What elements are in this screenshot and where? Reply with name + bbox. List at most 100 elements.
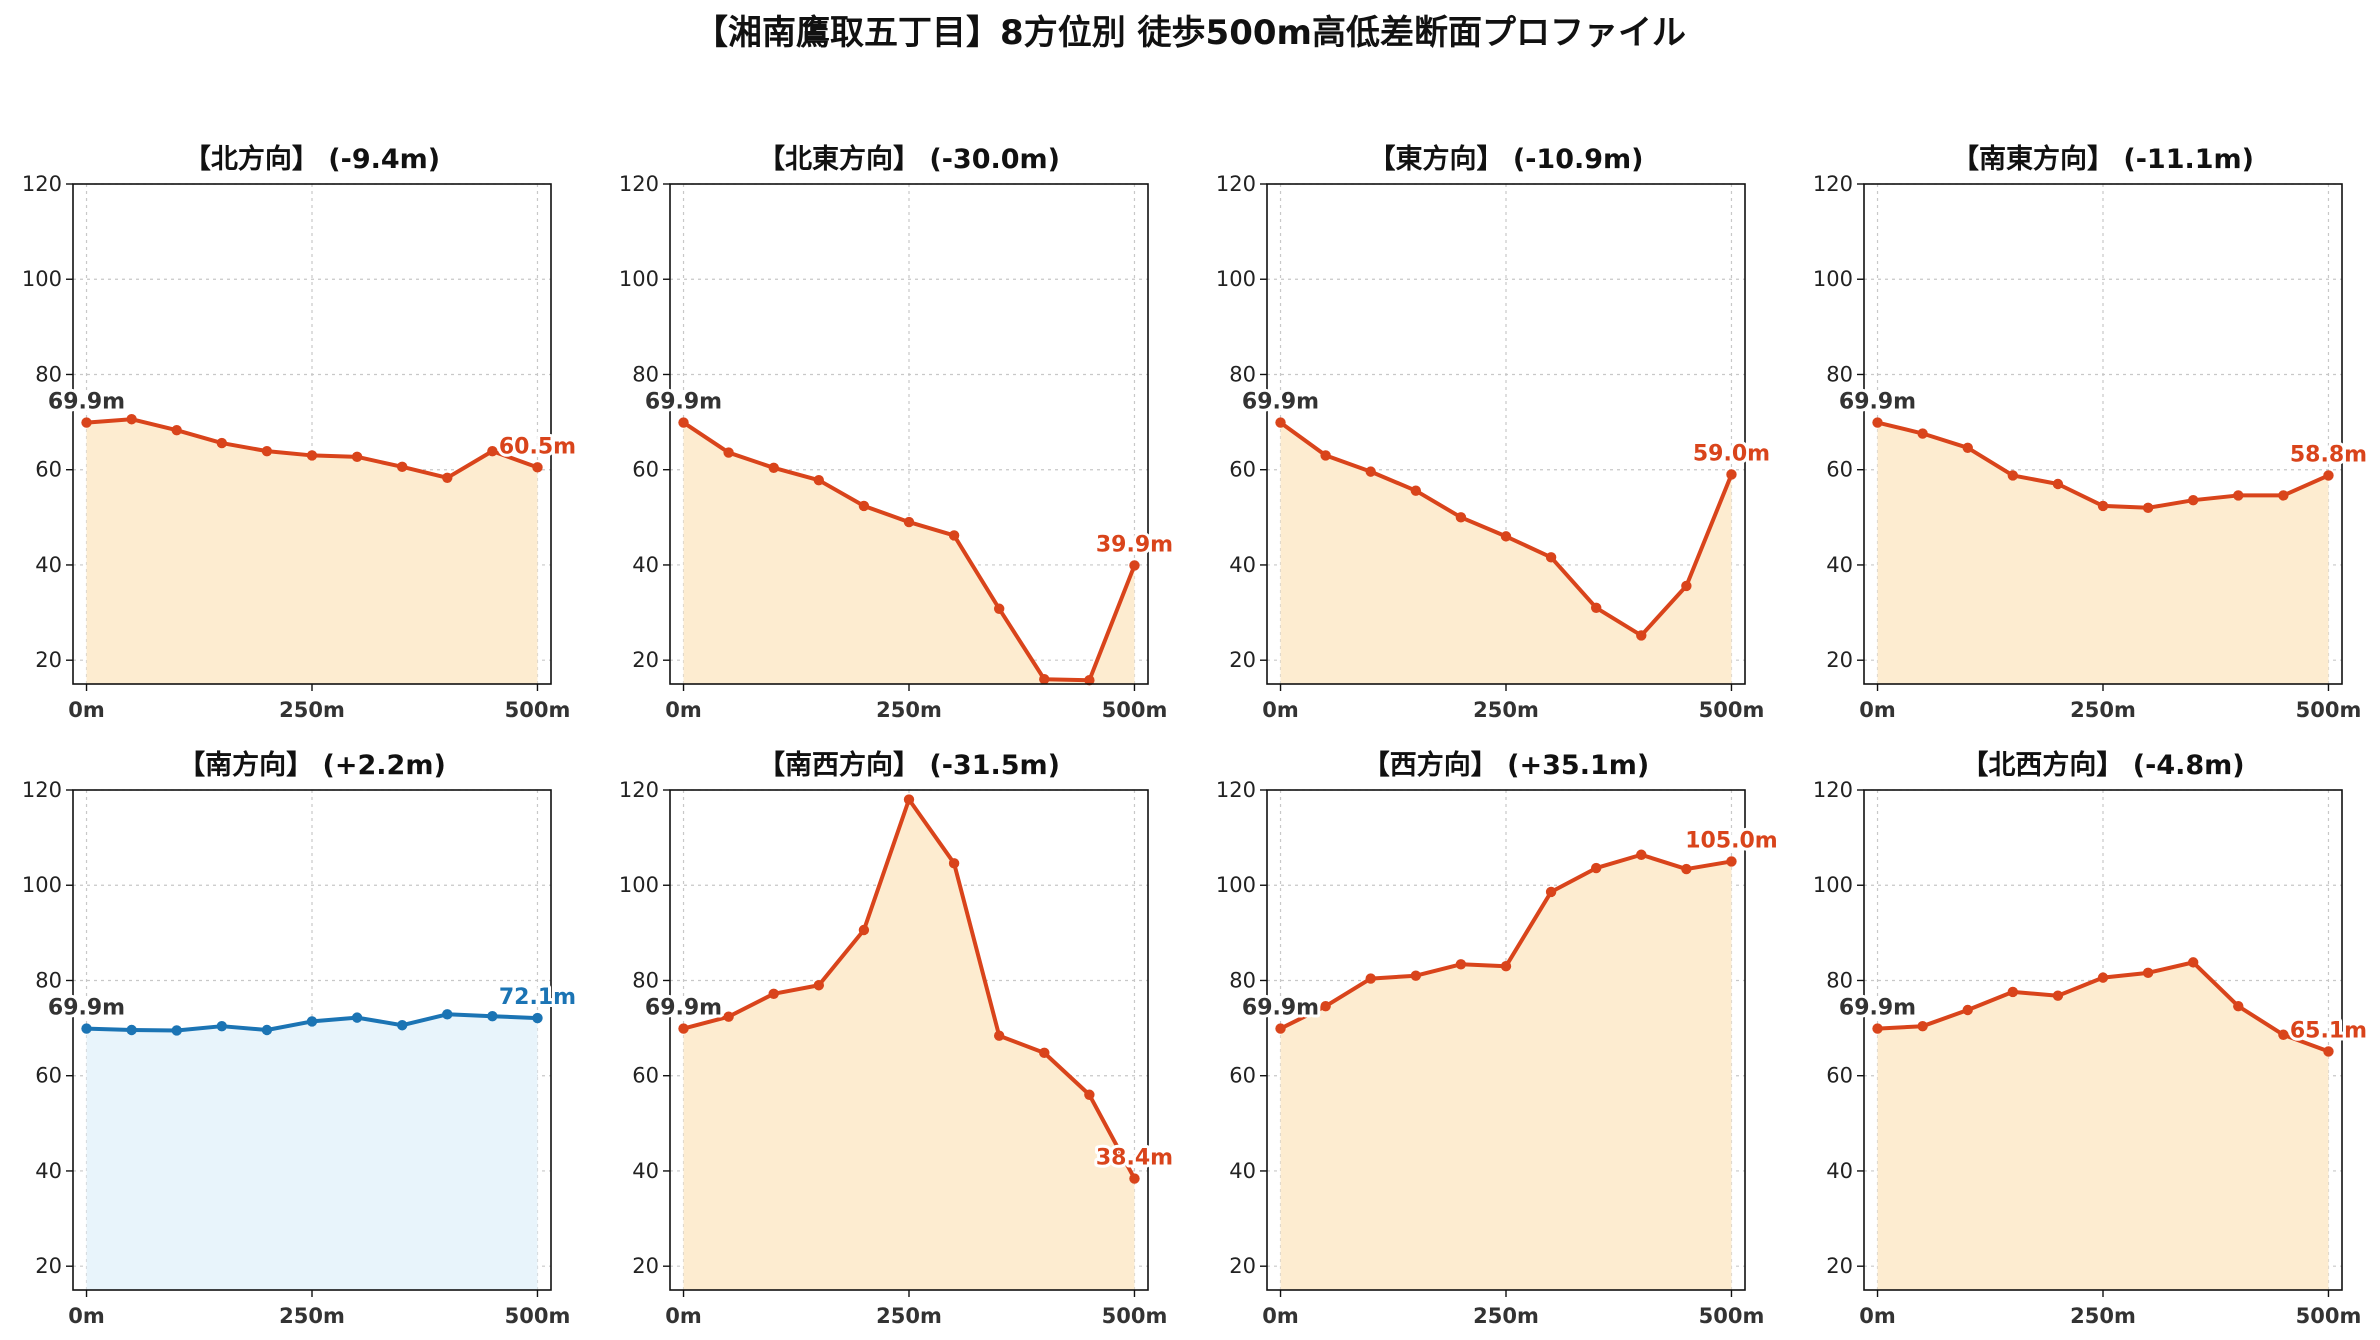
elevation-panel: 【北西方向】 (-4.8m) 20 40 60 80 100 120 0m 250m 500m 69… [1813,749,2370,1328]
elevation-point [1681,580,1692,592]
x-tick-label: 500m [505,698,571,722]
elevation-panel: 【北方向】 (-9.4m) 20 40 60 80 100 120 0m 250m 500m 69.… [22,143,579,722]
panel-title: 【東方向】 (-10.9m) [1368,143,1643,175]
end-elevation-label: 105.0m [1685,828,1778,853]
elevation-point [1962,442,1973,454]
y-tick-label: 20 [35,648,62,672]
y-tick-label: 40 [1826,553,1853,577]
elevation-point [396,461,408,473]
y-tick-label: 20 [1826,648,1853,672]
elevation-point [948,858,960,869]
elevation-area [683,422,1135,684]
elevation-point [487,1010,498,1022]
panel-title: 【南西方向】 (-31.5m) [758,749,1060,781]
elevation-point [216,1020,228,1032]
elevation-point [2187,494,2199,506]
elevation-area [1877,422,2329,684]
y-tick-label: 20 [632,648,659,672]
elevation-point [858,500,870,512]
elevation-point [306,450,318,461]
x-tick-label: 0m [68,1304,105,1328]
elevation-point [1726,856,1737,867]
elevation-point [81,1023,92,1034]
y-tick-label: 80 [632,362,659,386]
y-tick-label: 100 [1216,267,1256,291]
elevation-area [86,1014,538,1290]
elevation-point [487,445,498,457]
y-tick-label: 120 [1216,172,1256,196]
elevation-point [1039,674,1050,685]
elevation-point [171,424,182,436]
elevation-area [683,799,1135,1290]
y-tick-label: 60 [1826,1064,1853,1088]
y-tick-label: 80 [35,968,62,992]
y-tick-label: 80 [1826,968,1853,992]
elevation-point [1320,450,1331,461]
x-tick-label: 500m [1699,1304,1765,1328]
elevation-point [216,437,228,449]
y-tick-label: 120 [22,778,62,802]
elevation-point [126,1024,137,1036]
elevation-point [903,794,915,805]
elevation-point [81,417,92,428]
elevation-point [442,1009,453,1020]
y-tick-label: 100 [22,267,62,291]
x-tick-label: 250m [279,698,345,722]
elevation-point [1872,1023,1883,1034]
elevation-point [1365,466,1376,477]
start-elevation-label: 69.9m [48,996,125,1021]
y-tick-label: 40 [35,553,62,577]
y-tick-label: 80 [1229,362,1256,386]
y-tick-label: 120 [1216,778,1256,802]
elevation-area [86,419,538,684]
x-tick-label: 250m [2070,1304,2136,1328]
elevation-point [993,1030,1005,1041]
elevation-point [1365,973,1376,984]
y-tick-label: 20 [1826,1254,1853,1278]
x-tick-label: 0m [68,698,105,722]
elevation-point [948,530,960,541]
elevation-point [2052,478,2064,490]
elevation-point [1590,862,1602,874]
end-elevation-label: 72.1m [499,985,576,1010]
elevation-point [126,414,137,425]
y-tick-label: 60 [35,1064,62,1088]
start-elevation-label: 69.9m [1839,390,1916,415]
y-tick-label: 60 [632,458,659,482]
y-tick-label: 20 [35,1254,62,1278]
elevation-point [723,1011,734,1022]
start-elevation-label: 69.9m [1242,390,1319,415]
y-tick-label: 20 [632,1254,659,1278]
panel-title: 【南東方向】 (-11.1m) [1952,143,2254,175]
end-elevation-label: 59.0m [1693,441,1770,466]
y-tick-label: 40 [632,553,659,577]
y-tick-label: 120 [1813,778,1853,802]
elevation-point [1084,674,1095,686]
y-tick-label: 80 [632,968,659,992]
y-tick-label: 60 [1229,1064,1256,1088]
elevation-point [1275,1023,1286,1034]
elevation-point [532,1012,543,1024]
elevation-point [1636,849,1647,860]
elevation-point [1590,602,1602,614]
figure-title: 【湘南鷹取五丁目】8方位別 徒歩500m高低差断面プロファイル [694,13,1686,53]
y-tick-label: 60 [1229,458,1256,482]
x-tick-label: 250m [1473,698,1539,722]
y-tick-label: 80 [35,362,62,386]
elevation-point [351,451,363,463]
x-tick-label: 500m [1102,1304,1168,1328]
end-elevation-label: 38.4m [1096,1146,1173,1171]
elevation-point [1410,485,1422,496]
elevation-point [2323,1046,2334,1057]
y-tick-label: 60 [35,458,62,482]
elevation-point [768,988,779,1000]
x-tick-label: 250m [876,698,942,722]
y-tick-label: 40 [35,1159,62,1183]
elevation-point [678,417,689,428]
x-tick-label: 250m [1473,1304,1539,1328]
elevation-point [2142,967,2154,979]
elevation-point [1410,970,1422,981]
x-tick-label: 500m [2296,1304,2362,1328]
elevation-panel: 【南東方向】 (-11.1m) 20 40 60 80 100 120 0m 250m 500m 6… [1813,143,2370,722]
elevation-point [351,1012,363,1023]
